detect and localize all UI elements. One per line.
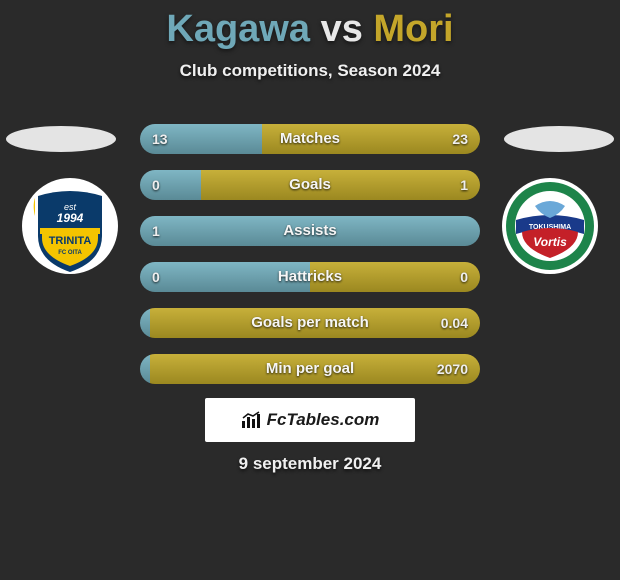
bar-value-right: 2070: [437, 354, 468, 384]
team1-badge: est 1994 TRINITA FC OITA: [20, 176, 120, 276]
bar-value-left: 13: [152, 124, 168, 154]
svg-text:FC OITA: FC OITA: [58, 250, 82, 256]
bar-value-left: 1: [152, 216, 160, 246]
bar-value-left: 0: [152, 170, 160, 200]
stat-row: Matches13 23: [140, 124, 480, 154]
brand-text: FcTables.com: [267, 410, 380, 430]
bar-value-right: 23: [452, 124, 468, 154]
stat-row: Goals per match0.04: [140, 308, 480, 338]
svg-text:1994: 1994: [57, 211, 84, 225]
player2-marker: [504, 126, 614, 152]
chart-icon: [241, 411, 263, 429]
date-text: 9 september 2024: [0, 454, 620, 474]
stat-row: Goals0 1: [140, 170, 480, 200]
team2-badge: TOKUSHIMA Vortis: [500, 176, 600, 276]
bar-label: Hattricks: [140, 262, 480, 292]
stat-row: Min per goal2070: [140, 354, 480, 384]
brand-box: FcTables.com: [205, 398, 415, 442]
player2-name: Mori: [373, 8, 453, 50]
bar-label: Min per goal: [140, 354, 480, 384]
stats-bars: Matches1323Goals01Assists1Hattricks00Goa…: [140, 124, 480, 400]
subtitle: Club competitions, Season 2024: [0, 61, 620, 81]
bar-label: Assists: [140, 216, 480, 246]
player1-marker: [6, 126, 116, 152]
bar-label: Goals per match: [140, 308, 480, 338]
page-title: Kagawa vs Mori: [0, 0, 620, 51]
svg-text:TRINITA: TRINITA: [49, 235, 92, 247]
bar-value-right: 0: [460, 262, 468, 292]
stat-row: Assists1: [140, 216, 480, 246]
stat-row: Hattricks0 0: [140, 262, 480, 292]
bar-value-right: 0.04: [441, 308, 468, 338]
bar-value-right: 1: [460, 170, 468, 200]
bar-label: Matches: [140, 124, 480, 154]
player1-name: Kagawa: [166, 8, 310, 50]
vs-text: vs: [321, 8, 363, 50]
bar-value-left: 0: [152, 262, 160, 292]
bar-label: Goals: [140, 170, 480, 200]
svg-text:Vortis: Vortis: [533, 235, 567, 249]
